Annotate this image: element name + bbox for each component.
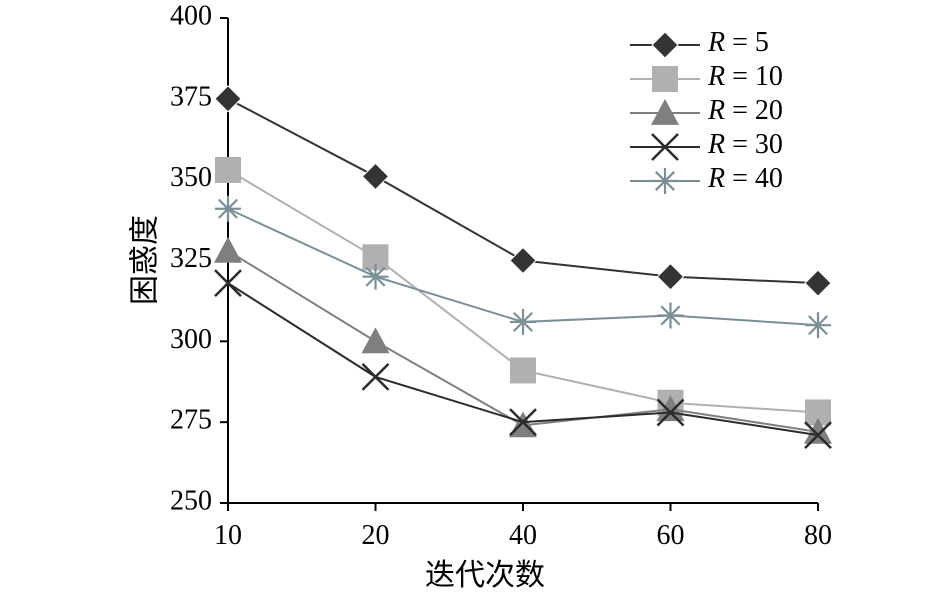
x-tick-label: 10: [214, 520, 242, 551]
legend-value: 30: [755, 129, 783, 160]
legend-marker: [652, 66, 678, 92]
data-point: [657, 302, 684, 329]
y-axis-title: 困惑度: [128, 215, 163, 305]
legend-value: 20: [755, 95, 783, 126]
data-point: [214, 85, 242, 113]
series-r-10: [215, 156, 831, 426]
y-tick-label: 325: [170, 243, 212, 274]
series-layer: [214, 85, 832, 449]
legend-item: R = 5: [630, 27, 769, 59]
y-tick-label: 250: [170, 485, 212, 516]
data-point: [215, 195, 241, 222]
legend-variable: R: [707, 61, 725, 92]
data-point: [215, 156, 241, 183]
series-r-5: [214, 85, 832, 297]
data-point: [805, 312, 831, 339]
legend-label: R = 5: [707, 27, 769, 58]
data-point: [509, 246, 537, 275]
legend-value: 40: [755, 163, 783, 194]
legend-variable: R: [707, 95, 725, 126]
legend-marker: [651, 31, 679, 59]
legend-item: R = 40: [630, 163, 783, 194]
data-point: [361, 162, 390, 191]
y-tick-label: 275: [170, 405, 212, 436]
legend-label: R = 30: [707, 129, 783, 160]
y-tick-label: 375: [170, 81, 212, 112]
legend: R = 5R = 10R = 20R = 30R = 40: [630, 27, 783, 194]
data-point: [510, 357, 536, 384]
data-point: [804, 421, 832, 449]
x-tick-label: 40: [509, 520, 537, 551]
legend-item: R = 20: [630, 95, 783, 126]
legend-variable: R: [707, 27, 725, 58]
legend-item: R = 30: [630, 129, 783, 161]
y-tick-label: 300: [170, 324, 212, 355]
legend-variable: R: [707, 163, 725, 194]
legend-marker: [651, 133, 679, 161]
x-ticks: 10 20 40 60 80: [214, 503, 832, 551]
legend-equals: =: [725, 27, 755, 58]
legend-item: R = 10: [630, 61, 783, 92]
legend-marker: [652, 168, 678, 194]
data-point: [656, 398, 685, 427]
series-line: [227, 249, 819, 433]
data-point: [510, 308, 536, 335]
legend-equals: =: [725, 61, 755, 92]
data-point: [804, 269, 832, 297]
legend-value: 10: [755, 61, 783, 92]
x-tick-label: 60: [657, 520, 685, 551]
data-point: [804, 417, 832, 444]
data-point: [361, 363, 390, 391]
legend-label: R = 20: [707, 95, 783, 126]
legend-label: R = 40: [707, 163, 783, 194]
x-tick-label: 20: [362, 520, 390, 551]
series-r-40: [215, 195, 831, 339]
data-point: [214, 236, 242, 263]
legend-label: R = 10: [707, 61, 783, 92]
legend-value: 5: [755, 27, 769, 58]
data-point: [214, 269, 242, 298]
series-r-30: [214, 269, 832, 449]
data-point: [509, 408, 537, 437]
legend-equals: =: [725, 95, 755, 126]
y-tick-label: 350: [170, 162, 212, 193]
data-point: [656, 395, 685, 422]
legend-variable: R: [707, 129, 725, 160]
x-axis-title: 迭代次数: [425, 558, 545, 593]
legend-equals: =: [725, 129, 755, 160]
data-point: [362, 263, 389, 290]
data-point: [361, 327, 390, 354]
y-tick-label: 400: [170, 0, 212, 31]
legend-equals: =: [725, 163, 755, 194]
data-point: [656, 262, 685, 291]
legend-marker: [651, 99, 679, 125]
x-tick-label: 80: [804, 520, 832, 551]
